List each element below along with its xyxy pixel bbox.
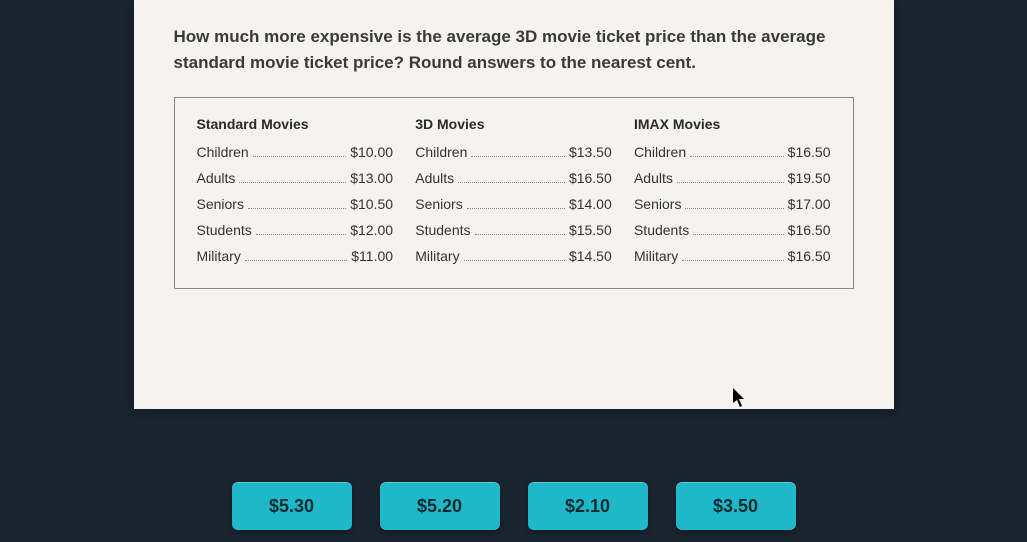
leader-dots <box>253 156 347 157</box>
table-row: Children $16.50 <box>634 144 831 160</box>
table-row: Children $13.50 <box>415 144 612 160</box>
price-label: Seniors <box>415 196 462 212</box>
table-row: Children $10.00 <box>197 144 394 160</box>
price-label: Adults <box>197 170 236 186</box>
price-label: Military <box>197 248 241 264</box>
price-value: $16.50 <box>788 248 831 264</box>
leader-dots <box>458 182 565 183</box>
leader-dots <box>475 234 565 235</box>
price-label: Children <box>197 144 249 160</box>
leader-dots <box>685 208 783 209</box>
leader-dots <box>467 208 565 209</box>
worksheet-page: How much more expensive is the average 3… <box>134 0 894 409</box>
price-value: $14.00 <box>569 196 612 212</box>
leader-dots <box>464 260 565 261</box>
column-standard: Standard Movies Children $10.00 Adults $13… <box>197 116 394 274</box>
price-value: $17.00 <box>788 196 831 212</box>
table-row: Students $16.50 <box>634 222 831 238</box>
price-label: Adults <box>634 170 673 186</box>
price-value: $16.50 <box>569 170 612 186</box>
leader-dots <box>471 156 565 157</box>
column-header: IMAX Movies <box>634 116 831 132</box>
answer-option-3[interactable]: $2.10 <box>528 482 648 530</box>
leader-dots <box>690 156 784 157</box>
price-label: Students <box>197 222 252 238</box>
price-value: $16.50 <box>788 144 831 160</box>
leader-dots <box>677 182 784 183</box>
price-value: $15.50 <box>569 222 612 238</box>
price-label: Military <box>415 248 459 264</box>
price-value: $19.50 <box>788 170 831 186</box>
answer-choices: $5.30 $5.20 $2.10 $3.50 <box>0 482 1027 530</box>
table-row: Adults $13.00 <box>197 170 394 186</box>
price-label: Adults <box>415 170 454 186</box>
price-label: Students <box>634 222 689 238</box>
leader-dots <box>682 260 783 261</box>
leader-dots <box>693 234 783 235</box>
table-row: Military $14.50 <box>415 248 612 264</box>
table-row: Adults $19.50 <box>634 170 831 186</box>
table-row: Military $16.50 <box>634 248 831 264</box>
answer-option-2[interactable]: $5.20 <box>380 482 500 530</box>
price-value: $16.50 <box>788 222 831 238</box>
price-value: $12.00 <box>350 222 393 238</box>
table-row: Students $12.00 <box>197 222 394 238</box>
table-row: Students $15.50 <box>415 222 612 238</box>
column-imax: IMAX Movies Children$16.50 Adults$19.50 … <box>634 116 831 274</box>
price-table: Standard Movies Children $10.00 Adults $13… <box>174 97 854 289</box>
leader-dots <box>256 234 346 235</box>
price-label: Students <box>415 222 470 238</box>
leader-dots <box>245 260 347 261</box>
price-value: $11.00 <box>351 248 393 264</box>
answer-option-4[interactable]: $3.50 <box>676 482 796 530</box>
price-value: $10.00 <box>350 144 393 160</box>
column-header: 3D Movies <box>415 116 612 132</box>
price-value: $10.50 <box>350 196 393 212</box>
table-row: Seniors $10.50 <box>197 196 394 212</box>
price-value: $13.00 <box>350 170 393 186</box>
leader-dots <box>248 208 346 209</box>
price-label: Seniors <box>197 196 244 212</box>
column-header: Standard Movies <box>197 116 394 132</box>
price-label: Seniors <box>634 196 681 212</box>
table-row: Military $11.00 <box>197 248 394 264</box>
question-text: How much more expensive is the average 3… <box>174 24 854 75</box>
table-row: Seniors $17.00 <box>634 196 831 212</box>
table-row: Adults $16.50 <box>415 170 612 186</box>
leader-dots <box>239 182 346 183</box>
price-label: Military <box>634 248 678 264</box>
price-value: $14.50 <box>569 248 612 264</box>
column-3d: 3D Movies Children $13.50 Adults $16.50 Se… <box>415 116 612 274</box>
price-value: $13.50 <box>569 144 612 160</box>
price-label: Children <box>634 144 686 160</box>
table-row: Seniors $14.00 <box>415 196 612 212</box>
answer-option-1[interactable]: $5.30 <box>232 482 352 530</box>
price-label: Children <box>415 144 467 160</box>
